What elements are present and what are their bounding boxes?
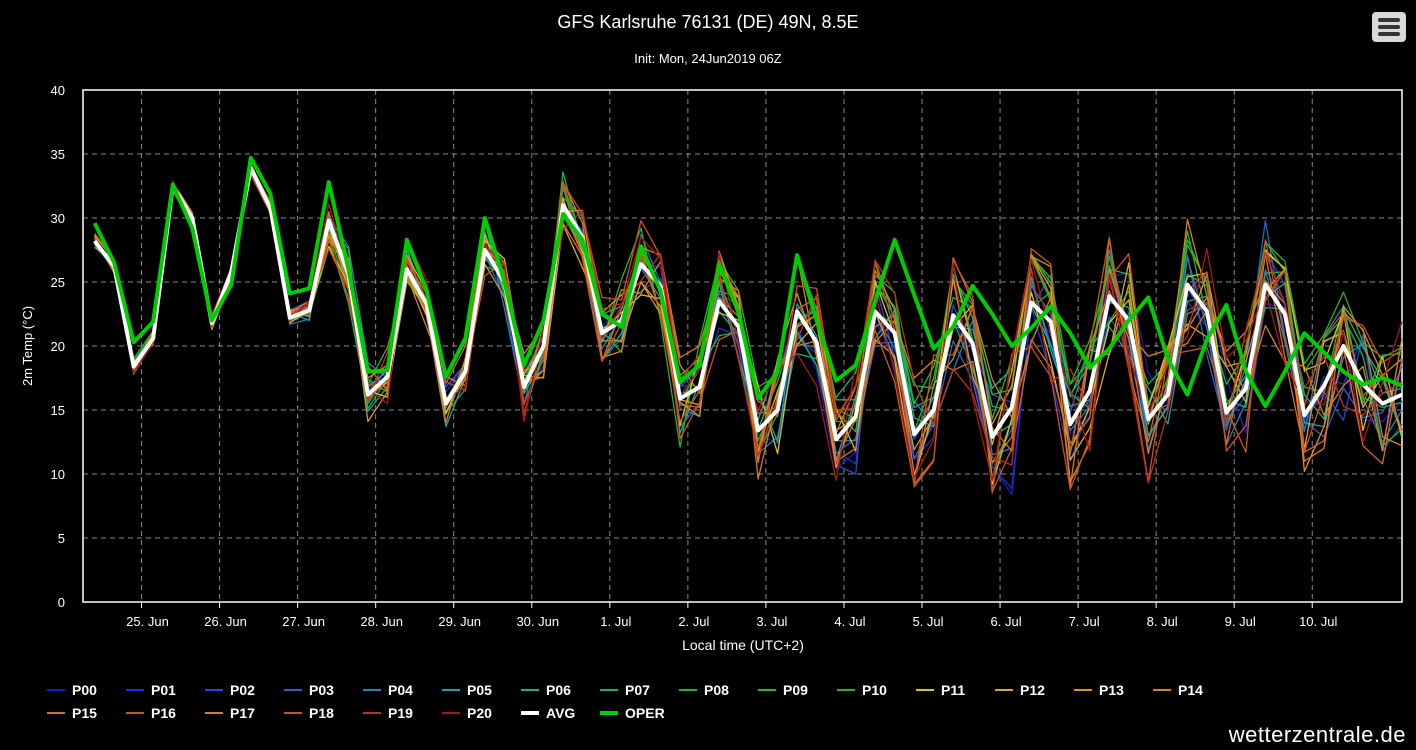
x-tick-label: 28. Jun (360, 614, 403, 629)
legend-label: P08 (704, 682, 729, 698)
legend-item-p19[interactable]: P19 (363, 705, 413, 721)
y-tick-label: 20 (51, 339, 65, 354)
legend-item-p12[interactable]: P12 (995, 682, 1045, 698)
series-line-p15 (94, 173, 1403, 485)
legend-item-p05[interactable]: P05 (442, 682, 492, 698)
legend-label: P11 (941, 682, 965, 698)
hamburger-menu-icon[interactable] (1372, 12, 1406, 42)
legend-item-p01[interactable]: P01 (126, 682, 176, 698)
legend-item-p04[interactable]: P04 (363, 682, 413, 698)
chart-title: GFS Karlsruhe 76131 (DE) 49N, 8.5E (557, 12, 858, 32)
legend-label: P20 (467, 705, 492, 721)
legend-item-p03[interactable]: P03 (284, 682, 334, 698)
x-tick-label: 1. Jul (600, 614, 631, 629)
legend-item-p10[interactable]: P10 (837, 682, 887, 698)
legend-item-oper[interactable]: OPER (600, 705, 665, 721)
x-tick-label: 6. Jul (991, 614, 1022, 629)
series-line-p01 (94, 167, 1403, 489)
legend-label: OPER (625, 705, 665, 721)
legend-item-p06[interactable]: P06 (521, 682, 571, 698)
y-tick-label: 0 (58, 595, 65, 610)
x-tick-label: 25. Jun (126, 614, 169, 629)
legend-item-avg[interactable]: AVG (521, 705, 575, 721)
legend-label: P10 (862, 682, 887, 698)
legend-label: P16 (151, 705, 176, 721)
legend-label: P09 (783, 682, 808, 698)
x-tick-label: 30. Jun (516, 614, 559, 629)
watermark: wetterzentrale.de (1228, 722, 1406, 747)
y-tick-label: 35 (51, 147, 65, 162)
legend-label: P01 (151, 682, 176, 698)
legend-item-p07[interactable]: P07 (600, 682, 650, 698)
x-tick-label: 7. Jul (1069, 614, 1100, 629)
legend: P00 P01 P02 P03 P04 P05 P06 P07 P08 P09 P10 P11 P12 P… (47, 682, 1203, 721)
series-line-oper (92, 155, 1403, 409)
x-axis-label: Local time (UTC+2) (682, 637, 804, 653)
legend-item-p13[interactable]: P13 (1074, 682, 1124, 698)
series-line-p00 (94, 167, 1403, 496)
y-tick-label: 10 (51, 467, 65, 482)
x-tick-label: 29. Jun (438, 614, 481, 629)
legend-item-p02[interactable]: P02 (205, 682, 255, 698)
y-tick-label: 15 (51, 403, 65, 418)
x-tick-label: 9. Jul (1225, 614, 1256, 629)
legend-label: AVG (546, 705, 575, 721)
y-tick-label: 5 (58, 531, 65, 546)
legend-item-p17[interactable]: P17 (205, 705, 255, 721)
x-tick-label: 26. Jun (204, 614, 247, 629)
legend-label: P15 (72, 705, 97, 721)
plot-border (82, 89, 1403, 603)
legend-label: P04 (388, 682, 413, 698)
y-tick-label: 30 (51, 211, 65, 226)
legend-item-p20[interactable]: P20 (442, 705, 492, 721)
series-line-p17 (94, 172, 1403, 488)
legend-label: P19 (388, 705, 413, 721)
legend-item-p18[interactable]: P18 (284, 705, 334, 721)
series-line-avg (93, 166, 1403, 442)
legend-label: P17 (230, 705, 255, 721)
legend-item-p16[interactable]: P16 (126, 705, 176, 721)
x-tick-label: 10. Jul (1299, 614, 1337, 629)
x-tick-label: 2. Jul (678, 614, 709, 629)
x-tick-label: 27. Jun (282, 614, 325, 629)
legend-label: P05 (467, 682, 492, 698)
x-tick-label: 3. Jul (756, 614, 787, 629)
series-line-p18 (94, 166, 1403, 494)
x-tick-label: 8. Jul (1147, 614, 1178, 629)
legend-label: P07 (625, 682, 650, 698)
y-axis-label: 2m Temp (°C) (20, 306, 35, 386)
series-line-p16 (94, 163, 1403, 493)
legend-label: P02 (230, 682, 255, 698)
legend-item-p15[interactable]: P15 (47, 705, 97, 721)
legend-label: P00 (72, 682, 97, 698)
legend-item-p09[interactable]: P09 (758, 682, 808, 698)
legend-label: P14 (1178, 682, 1203, 698)
plot-area: 0 5 10 15 20 25 30 35 40 25. Jun 26. Jun 27. Jun 28.… (51, 83, 1403, 629)
legend-label: P12 (1020, 682, 1045, 698)
legend-label: P03 (309, 682, 334, 698)
legend-label: P13 (1099, 682, 1124, 698)
y-tick-label: 25 (51, 275, 65, 290)
x-tick-label: 4. Jul (834, 614, 865, 629)
legend-label: P18 (309, 705, 334, 721)
legend-item-p00[interactable]: P00 (47, 682, 97, 698)
y-tick-label: 40 (51, 83, 65, 98)
legend-item-p14[interactable]: P14 (1153, 682, 1203, 698)
legend-label: P06 (546, 682, 571, 698)
x-tick-label: 5. Jul (912, 614, 943, 629)
legend-item-p08[interactable]: P08 (679, 682, 729, 698)
chart-subtitle: Init: Mon, 24Jun2019 06Z (634, 51, 781, 66)
legend-item-p11[interactable]: P11 (916, 682, 965, 698)
